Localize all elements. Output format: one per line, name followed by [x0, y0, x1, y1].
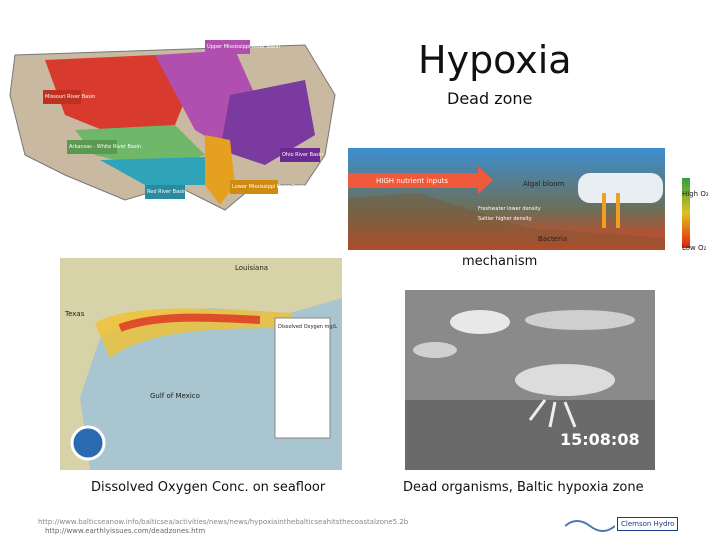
map-label: Gulf of Mexico — [150, 392, 200, 400]
basin-label: Ohio River Basin — [282, 152, 323, 158]
basin-label: Lower Mississippi River Basin — [232, 184, 305, 190]
basin-label: Red River Basin — [147, 189, 186, 195]
map-label: Texas — [64, 310, 85, 318]
title: Hypoxia — [418, 38, 572, 82]
source-link[interactable]: http://www.balticseanow.info/balticsea/a… — [38, 518, 409, 526]
diagram-label: Algal bloom — [523, 180, 565, 188]
diagram-label: High O₂ — [682, 190, 709, 198]
diagram-label: HIGH nutrient inputs — [376, 177, 448, 185]
basin-labels: Upper Mississippi River Basin Missouri R… — [43, 40, 323, 199]
basin-label: Upper Mississippi River Basin — [207, 44, 280, 50]
map-caption: Dissolved Oxygen Conc. on seafloor — [91, 480, 326, 495]
basin-label: Arkansas - White River Basin — [69, 144, 141, 150]
logo-icon — [565, 520, 615, 532]
logo: Clemson Hydro — [617, 517, 679, 531]
diagram-label: Freshwater lower density — [478, 206, 541, 212]
photo-timestamp: 15:08:08 — [560, 430, 640, 449]
diagram-label: Saltier higher density — [478, 216, 532, 222]
basin-label: Missouri River Basin — [45, 94, 95, 100]
photo-caption: Dead organisms, Baltic hypoxia zone — [403, 480, 644, 495]
subtitle: Dead zone — [447, 89, 533, 108]
diagram-label: Low O₂ — [682, 244, 707, 252]
oxygen-map: Louisiana Texas Gulf of Mexico Dissolved… — [60, 258, 342, 470]
diagram-label: Bacteria — [538, 235, 567, 243]
mechanism-diagram: HIGH nutrient inputs Algal bloom Freshwa… — [348, 148, 709, 252]
basin-map: Upper Mississippi River Basin Missouri R… — [5, 35, 340, 217]
diagram-caption: mechanism — [462, 254, 538, 269]
source-link[interactable]: http://www.earthlyissues.com/deadzones.h… — [45, 527, 206, 535]
seafloor-photo: 15:08:08 — [405, 290, 655, 470]
map-label: Dissolved Oxygen mg/L — [278, 324, 337, 330]
map-label: Louisiana — [235, 264, 268, 272]
